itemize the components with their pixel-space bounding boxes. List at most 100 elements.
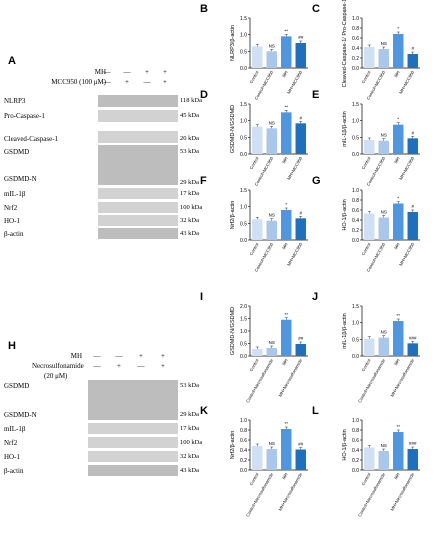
sign: — [115,352,123,360]
y-tick-label: 0.4 [240,448,247,454]
bar-chart-b: B0.00.51.01.5NLRP3/β-actinControlNSContr… [200,3,308,101]
y-tick-label: 1.0 [240,119,247,125]
y-axis-label: mIL-1β/β-actin [342,313,348,348]
bar-chart-e: E0.00.51.01.5mIL-1β/β-actinControlNSCont… [312,89,420,187]
significance-label: ** [284,421,288,426]
y-tick-label: 1.0 [352,418,359,424]
y-tick-label: 0.0 [352,238,359,244]
blot-strip-gsdmd [98,145,178,185]
bar-chart-l: L 0.0 0.2 0.4 0.6 0.8 1.0 HO-1/β-actin Control NS… [312,405,420,518]
y-tick-label: 0.0 [352,66,359,72]
significance-label: ** [284,104,288,109]
panel-letter-i: I [200,291,203,303]
bar [378,140,389,154]
y-tick-label: 1.0 [240,205,247,211]
kda-label: 17 kDa [180,190,199,197]
bar [393,124,404,154]
y-axis-label: GSDMD-N/GSDMD [230,307,236,355]
y-tick-label: 1.5 [240,16,247,22]
y-tick-label: 0.2 [240,458,247,464]
bar [407,343,418,356]
condition-label-mh: MH [70,352,82,360]
blot-row-label: HO-1 [4,217,20,225]
blot-row-label: β-actin [4,230,24,238]
panel-letter-a: A [8,55,16,67]
y-tick-label: 1.0 [352,188,359,194]
y-tick-label: 0.5 [352,135,359,141]
bar [252,46,263,68]
bar [393,34,404,68]
x-tick-label: Control [361,358,372,372]
y-tick-label: 1.0 [352,16,359,22]
sign: + [161,352,165,360]
blot-row-label: Pro-Caspase-1 [4,112,45,120]
kda-label: 20 kDa [180,135,199,142]
bar-chart-f: F0.00.51.01.5Nrf2/β-actinControlNSContro… [200,175,308,273]
blot-row-label: Cleaved-Caspase-1 [4,135,59,143]
bar-chart-i: I 0.0 0.5 1.0 1.5 2.0 GSDMD-N/GSDMD Control NS Co… [200,291,308,404]
bar [364,140,375,154]
bar-chart-j: J 0.0 0.5 1.0 1.5 mIL-1β/β-actin Control NS Cont… [312,291,420,404]
x-tick-label: Control [249,156,260,170]
x-tick-label: MH [281,472,289,480]
blot-strip-mil-1b [88,423,178,434]
y-tick-label: 1.0 [352,119,359,125]
x-tick-label: MH [281,358,289,366]
significance-label: ** [284,28,288,33]
significance-label: NS [269,213,275,218]
blot-row-label: GSDMD [4,382,30,390]
y-axis-label: HO-1/β-actin [342,199,348,230]
blot-strip-beta-actin [88,465,178,476]
y-tick-label: 0.0 [240,152,247,158]
y-tick-label: 0.0 [352,152,359,158]
x-tick-label: MH+MCC950 [286,69,303,94]
significance-label: # [411,204,414,209]
blot-row-label: β-actin [4,467,24,475]
x-tick-label: MH [281,70,289,78]
bar [252,219,263,240]
sign: + [117,362,121,370]
y-tick-label: 1.5 [352,102,359,108]
condition-label-mcc950: MCC950 (100 μM) [51,78,106,86]
sign: — [103,68,111,76]
y-tick-label: 1.0 [240,329,247,335]
sign: + [163,78,167,86]
y-tick-label: 1.5 [240,102,247,108]
bar-chart-c: C 0.0 0.2 0.4 0.6 0.8 1.0 Cleaved-Caspase-1/ Pr… [312,0,420,101]
kda-label: 32 kDa [180,453,199,460]
y-tick-label: 0.6 [240,438,247,444]
significance-label: ## [298,336,304,341]
sign: + [145,68,149,76]
significance-label: * [397,117,399,122]
bar [281,112,292,154]
significance-label: NS [269,340,275,345]
x-tick-label: Control [249,358,260,372]
bar-chart-d: D0.00.51.01.5GSDMD-N/GSDMDControlNSContr… [200,89,308,187]
significance-label: # [411,130,414,135]
significance-label: ## [298,35,304,40]
bar [364,213,375,240]
bar [266,51,277,68]
sign: + [139,352,143,360]
bar [378,337,389,356]
y-axis-label: NLRP3/β-actin [230,25,236,61]
kda-label: 17 kDa [180,425,199,432]
y-axis-label: Nrf2/β-actin [230,201,236,230]
significance-label: * [397,196,399,201]
y-tick-label: 0.8 [352,428,359,434]
condition-label-necrosulfonamide: Necrosulfonamide [32,362,84,370]
x-tick-label: MH+MCC950 [286,241,303,266]
x-tick-label: MH+MCC950 [286,155,303,180]
bar [266,348,277,356]
sign: — [103,78,111,86]
x-tick-label: Control [249,242,260,256]
blot-row-label: GSDMD [4,148,30,156]
bar [378,217,389,240]
kda-label: 43 kDa [180,230,199,237]
y-tick-label: 1.5 [240,188,247,194]
blot-strip-beta-actin [98,228,178,239]
sign: — [93,362,101,370]
y-tick-label: 0.8 [240,428,247,434]
bar-chart-k: K 0.0 0.2 0.4 0.6 0.8 1.0 Nrf2/β-actin Control NS… [200,405,308,518]
